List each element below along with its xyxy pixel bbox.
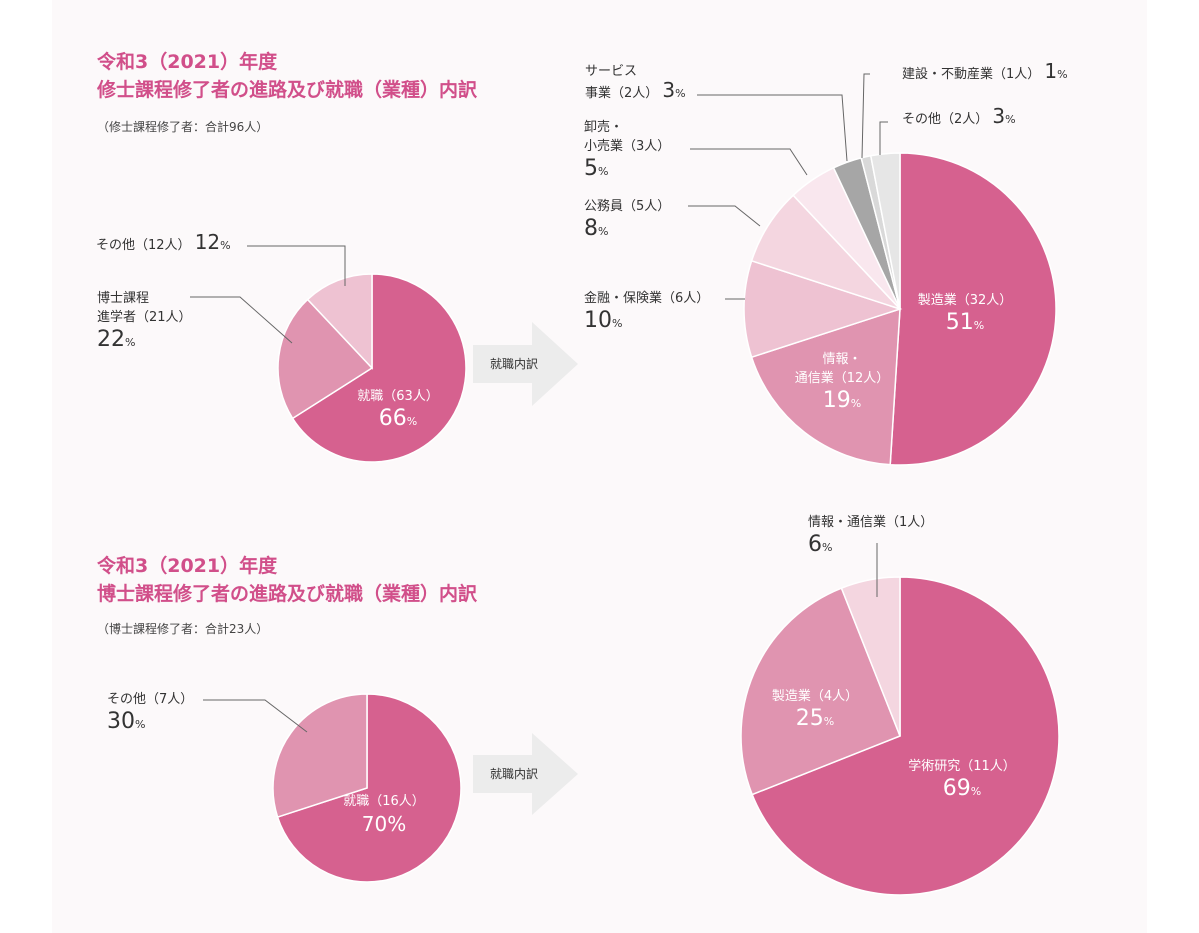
label-m1-service: サービス 事業（2人） 3% — [585, 64, 686, 102]
arrow-master: 就職内訳 — [473, 322, 578, 406]
label-d1-research-text: 学術研究（11人） — [908, 759, 1016, 774]
label-d1-info-text: 情報・通信業（1人） — [808, 515, 934, 530]
label-m1-info-line2: 通信業（12人） — [794, 371, 890, 386]
pie2-slice-1 — [272, 693, 368, 818]
arrow-doctor-shape — [473, 733, 578, 815]
pie0-slice-0 — [291, 273, 467, 463]
label-m1-service-line2: 事業（2人） — [585, 86, 659, 101]
leader-m1-construction — [861, 73, 870, 159]
label-m1-public: 公務員（5人） 8% — [584, 199, 671, 241]
leader-lines — [190, 73, 888, 733]
label-m1-construction-text: 建設・不動産業（1人） — [902, 67, 1041, 82]
label-m0-doctor-line1: 博士課程 — [97, 291, 150, 306]
label-d1-manufacturing-pct: 25 — [795, 706, 824, 731]
doctor-title: 令和3（2021）年度 博士課程修了者の進路及び就職（業種）内訳 — [97, 552, 477, 608]
label-d1-manufacturing-text: 製造業（4人） — [771, 689, 859, 704]
label-m1-retail: 卸売・ 小売業（3人） 5% — [584, 120, 671, 181]
label-d0-employment-text: 就職（16人） — [343, 794, 425, 809]
arrow-master-label: 就職内訳 — [490, 356, 538, 371]
label-m0-doctor: 博士課程 進学者（21人） 22% — [97, 291, 192, 352]
pie1-slice-7 — [869, 152, 901, 310]
pie-master-outcome — [277, 273, 467, 463]
label-m0-employment: 就職（63人） 66% — [348, 387, 448, 435]
label-m0-other-text: その他（12人） — [96, 238, 191, 253]
pie1-slice-2 — [743, 259, 903, 359]
master-title-line2: 修士課程修了者の進路及び就職（業種）内訳 — [97, 79, 478, 101]
doctor-title-line2: 博士課程修了者の進路及び就職（業種）内訳 — [97, 583, 478, 605]
pie-doctor-industry — [740, 576, 1060, 896]
leader-m1-public — [688, 205, 761, 227]
label-m1-other-text: その他（2人） — [902, 112, 989, 127]
label-d0-other: その他（7人） 30% — [107, 692, 194, 734]
label-m1-public-text: 公務員（5人） — [584, 199, 671, 214]
label-d1-info: 情報・通信業（1人） 6% — [808, 515, 934, 557]
label-m0-employment-pct: 66 — [378, 406, 407, 431]
label-m1-manufacturing: 製造業（32人） 51% — [905, 291, 1025, 339]
master-title-line1: 令和3（2021）年度 — [97, 51, 278, 73]
leader-m0-other — [247, 245, 346, 286]
label-d0-other-text: その他（7人） — [107, 692, 194, 707]
arrow-doctor: 就職内訳 — [473, 733, 578, 815]
label-m0-other-pct: 12 — [194, 230, 221, 254]
leader-m0-doctor — [190, 296, 293, 344]
doctor-subtitle: （博士課程修了者：合計23人） — [97, 622, 269, 636]
label-d0-other-pct: 30 — [107, 709, 135, 734]
label-m1-service-pct: 3 — [662, 78, 676, 102]
label-d1-research-pct: 69 — [942, 776, 971, 801]
label-m1-finance-text: 金融・保険業（6人） — [584, 291, 710, 306]
pie1-slice-1 — [750, 307, 901, 466]
label-m0-other: その他（12人） 12% — [96, 230, 231, 254]
label-d1-info-pct: 6 — [808, 532, 822, 557]
doctor-title-line1: 令和3（2021）年度 — [97, 555, 278, 577]
master-subtitle: （修士課程修了者：合計96人） — [97, 120, 269, 134]
leader-m1-service — [697, 94, 848, 162]
pie-doctor-outcome — [272, 693, 462, 883]
label-m1-service-line1: サービス — [585, 64, 638, 79]
label-m1-construction: 建設・不動産業（1人） 1% — [902, 59, 1068, 83]
label-m1-info-pct: 19 — [822, 388, 851, 413]
label-m1-construction-pct: 1 — [1044, 59, 1058, 83]
label-m1-other-pct: 3 — [992, 104, 1006, 128]
label-m1-public-pct: 8 — [584, 216, 598, 241]
master-title: 令和3（2021）年度 修士課程修了者の進路及び就職（業種）内訳 — [97, 48, 477, 104]
pie3-slice-0 — [751, 576, 1060, 896]
label-m1-info-line1: 情報・ — [822, 352, 862, 367]
label-m1-manufacturing-pct: 51 — [945, 310, 974, 335]
label-m1-info: 情報・ 通信業（12人） 19% — [782, 350, 902, 417]
label-m1-finance: 金融・保険業（6人） 10% — [584, 291, 710, 333]
label-m0-employment-text: 就職（63人） — [357, 389, 439, 404]
label-d0-employment-pct: 70% — [361, 812, 407, 836]
label-m1-manufacturing-text: 製造業（32人） — [917, 293, 1013, 308]
pie-master-industry — [743, 152, 1057, 466]
label-d0-employment: 就職（16人） 70% — [334, 792, 434, 837]
pie3-slice-1 — [740, 587, 901, 796]
pie3-slice-2 — [840, 576, 901, 737]
pie0-slice-2 — [306, 273, 373, 370]
pie1-slice-0 — [889, 152, 1057, 466]
label-m1-finance-pct: 10 — [584, 308, 612, 333]
leader-m1-other — [879, 121, 888, 155]
label-m0-doctor-pct: 22 — [97, 327, 125, 352]
label-m1-retail-line1: 卸売・ — [584, 120, 624, 135]
pie2-slice-0 — [276, 693, 462, 883]
label-d1-manufacturing: 製造業（4人） 25% — [760, 687, 870, 735]
pie0-slice-1 — [277, 298, 374, 420]
arrow-doctor-label: 就職内訳 — [490, 766, 538, 781]
label-m1-other: その他（2人） 3% — [902, 104, 1016, 128]
label-m1-retail-pct: 5 — [584, 156, 598, 181]
label-d1-research: 学術研究（11人） 69% — [897, 757, 1027, 805]
label-m0-doctor-line2: 進学者（21人） — [97, 310, 192, 325]
leader-m1-retail — [690, 148, 808, 176]
arrow-master-shape — [473, 322, 578, 406]
leader-d0-other — [203, 699, 308, 733]
label-m1-retail-line2: 小売業（3人） — [584, 139, 671, 154]
